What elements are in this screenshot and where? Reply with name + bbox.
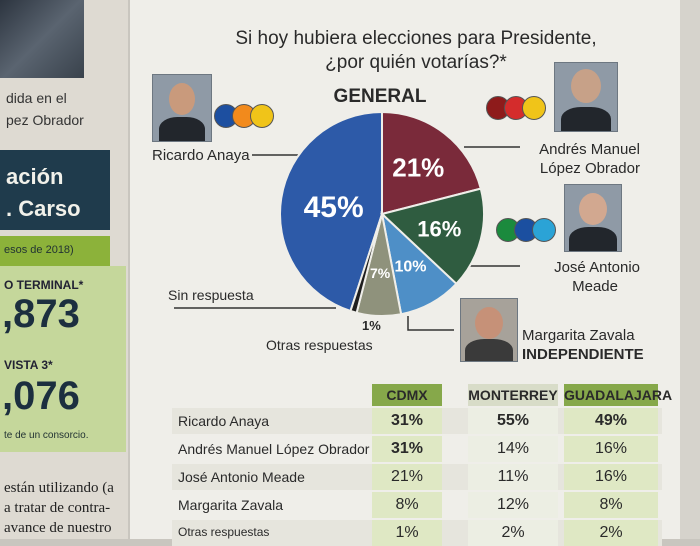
section-subnote: esos de 2018) [4,244,74,256]
pie-slice-5 [349,213,383,315]
table-row: Otras respuestas 1% 2% 2% [172,520,662,546]
stat1-value: ,873 [2,292,80,336]
body-text-line-3: avance de nuestro [4,520,112,536]
table-row-name: Margarita Zavala [178,497,284,513]
table-cell: 49% [564,408,658,434]
amlo-party-logo-2 [522,96,546,120]
adjacent-article-column: dida en el pez Obrador ación . Carso eso… [0,0,128,539]
zavala-leader [407,316,454,331]
otras-respuestas-label: Otras respuestas [266,337,373,353]
table-cell: 31% [372,408,442,434]
sin-respuesta-label: Sin respuesta [168,287,254,303]
section-subnote-bar: esos de 2018) [0,236,110,266]
pie-slice-label-2: 16% [417,216,461,241]
pie-slice-label-1: 21% [392,152,444,182]
table-column-header: CDMX [372,384,442,406]
stats-panel: O TERMINAL* ,873 VISTA 3* ,076 te de un … [0,266,126,452]
table-cell: 1% [372,520,442,546]
table-row: Ricardo Anaya 31% 55% 49% [172,408,662,434]
anaya-portrait [152,74,212,142]
table-cell: 11% [468,464,558,490]
table-row: Margarita Zavala 8% 12% 8% [172,492,662,518]
table-row: Andrés Manuel López Obrador 31% 14% 16% [172,436,662,462]
amlo-label-line-2: López Obrador [539,160,640,177]
pie-slice-1 [381,110,483,216]
otras-respuestas-value: 1% [362,318,381,333]
stat2-label: VISTA 3* [4,358,53,372]
anaya-party-logo-2 [250,104,274,128]
table-cell: 8% [372,492,442,518]
section-header-line-1: ación [6,164,64,189]
table-cell: 14% [468,436,558,462]
table-cell: 31% [372,436,442,462]
amlo-portrait [554,62,618,132]
table-cell: 2% [564,520,658,546]
table-cell: 16% [564,464,658,490]
infographic: Si hoy hubiera elecciones para President… [130,0,680,546]
body-text-line-1: están utilizando (a [4,480,114,496]
zavala-label-line-2: INDEPENDIENTE [522,346,644,363]
photo-caption-line-1: dida en el [6,90,67,106]
pie-slice-label-4: 7% [370,265,391,281]
table-cell: 55% [468,408,558,434]
section-header-line-2: . Carso [6,196,81,221]
table-row: José Antonio Meade 21% 11% 16% [172,464,662,490]
section-header: ación . Carso [0,150,110,230]
table-row-name: Otras respuestas [178,525,270,539]
anaya-label: Ricardo Anaya [152,147,250,164]
article-photo [0,0,84,78]
stat1-label: O TERMINAL* [4,278,84,292]
meade-label-line-1: José Antonio [554,259,640,276]
pie-slice-label-3: 10% [394,258,426,275]
table-cell: 8% [564,492,658,518]
table-row-name: Ricardo Anaya [178,413,270,429]
stat2-value: ,076 [2,374,80,418]
zavala-portrait [460,298,518,362]
meade-portrait [564,184,622,252]
table-cell: 12% [468,492,558,518]
table-cell: 2% [468,520,558,546]
table-column-header: GUADALAJARA [564,384,672,406]
pie-chart: 45% 21% 16% 10%7% [174,110,520,331]
pie-slice-0 [279,110,383,313]
stat2-note: te de un consorcio. [4,430,89,441]
page-edge [680,0,700,539]
pie-slice-label-0: 45% [304,191,364,224]
pie-slice-2 [379,187,485,286]
zavala-label-line-1: Margarita Zavala [522,327,635,344]
table-row-name: José Antonio Meade [178,469,305,485]
photo-caption-line-2: pez Obrador [6,112,84,128]
table-row-name: Andrés Manuel López Obrador [178,441,370,457]
table-cell: 16% [564,436,658,462]
table-cell: 21% [372,464,442,490]
body-text-line-2: a tratar de contra- [4,500,111,516]
amlo-label-line-1: Andrés Manuel [539,141,640,158]
table-column-header: MONTERREY [468,384,558,406]
chart-title-line-2: ¿por quién votarías?* [325,52,507,73]
chart-subtitle: GENERAL [333,86,427,107]
meade-party-logo-2 [532,218,556,242]
meade-label-line-2: Meade [572,278,618,295]
chart-title-line-1: Si hoy hubiera elecciones para President… [235,28,597,49]
